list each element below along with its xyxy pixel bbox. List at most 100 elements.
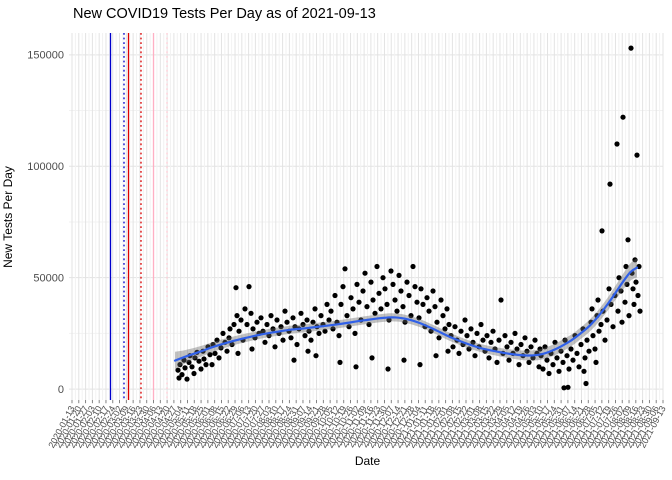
data-point <box>352 330 358 336</box>
data-point <box>344 313 350 319</box>
data-point <box>470 339 476 345</box>
data-point <box>380 275 386 281</box>
data-point <box>348 295 354 301</box>
data-point <box>445 348 451 354</box>
data-point <box>216 355 222 361</box>
data-point <box>246 284 252 290</box>
data-point <box>478 321 484 328</box>
data-point <box>526 359 532 365</box>
data-point <box>565 384 571 390</box>
data-point <box>282 308 288 314</box>
data-point <box>369 355 375 361</box>
data-point <box>384 301 390 307</box>
data-point <box>554 355 560 361</box>
data-point <box>618 288 624 294</box>
data-point <box>304 317 310 323</box>
data-point <box>558 348 564 354</box>
data-point <box>590 333 596 339</box>
data-point <box>438 297 444 303</box>
data-point <box>628 45 634 51</box>
data-point <box>424 295 430 301</box>
data-point <box>418 286 424 292</box>
data-point <box>406 292 412 299</box>
data-point <box>316 330 322 336</box>
data-point <box>176 375 182 381</box>
data-point <box>556 368 562 374</box>
data-point <box>308 337 314 343</box>
data-point <box>262 339 268 345</box>
data-point <box>244 321 250 328</box>
data-point <box>324 301 330 307</box>
data-point <box>560 359 566 365</box>
data-point <box>175 367 181 373</box>
data-point <box>376 290 382 296</box>
data-point <box>564 353 570 359</box>
data-point <box>242 306 248 312</box>
data-point <box>619 319 625 325</box>
data-point <box>595 297 601 303</box>
data-point <box>432 304 438 310</box>
data-point <box>464 333 470 339</box>
data-point <box>229 341 235 348</box>
data-point <box>592 346 598 352</box>
data-point <box>312 306 318 312</box>
data-point <box>624 281 630 287</box>
data-point <box>189 364 195 370</box>
data-point <box>336 333 342 339</box>
data-point <box>288 335 294 341</box>
data-point <box>610 324 616 330</box>
data-point <box>581 368 587 374</box>
data-point <box>486 355 492 361</box>
data-point <box>512 330 518 336</box>
data-point <box>342 266 348 272</box>
data-point <box>294 341 300 348</box>
data-point <box>350 306 356 312</box>
data-point <box>392 297 398 303</box>
data-point <box>428 328 434 334</box>
data-point <box>201 356 207 362</box>
data-point <box>272 344 278 350</box>
data-point <box>353 364 359 370</box>
data-point <box>224 348 230 354</box>
data-point <box>602 337 608 343</box>
data-point <box>472 353 478 359</box>
x-axis-ticks <box>71 400 664 404</box>
data-point <box>233 285 239 291</box>
data-point <box>356 299 362 305</box>
data-point <box>292 324 298 330</box>
data-point <box>300 321 306 328</box>
data-point <box>214 337 220 343</box>
data-point <box>326 317 332 323</box>
data-point <box>506 357 512 363</box>
data-point <box>218 345 224 351</box>
data-point <box>338 301 344 307</box>
h-minor-gridlines <box>69 110 663 334</box>
data-point <box>550 362 556 368</box>
data-point <box>578 341 584 348</box>
data-point <box>635 292 641 299</box>
data-point <box>480 337 486 343</box>
data-point <box>452 324 458 330</box>
data-point <box>182 365 188 371</box>
data-point <box>516 362 522 368</box>
data-point <box>589 306 595 312</box>
data-point <box>458 328 464 334</box>
data-point <box>616 275 622 281</box>
data-point <box>474 330 480 336</box>
data-point <box>370 297 376 303</box>
data-point <box>198 366 204 372</box>
data-point <box>530 355 536 361</box>
data-point <box>414 299 420 305</box>
data-point <box>372 310 378 316</box>
data-point <box>582 355 588 361</box>
data-point <box>236 328 242 334</box>
data-point <box>298 310 304 316</box>
data-point <box>177 362 183 368</box>
data-point <box>631 301 637 307</box>
data-point <box>566 366 572 372</box>
data-point <box>544 357 550 363</box>
data-point <box>235 350 241 356</box>
data-point <box>203 362 209 368</box>
